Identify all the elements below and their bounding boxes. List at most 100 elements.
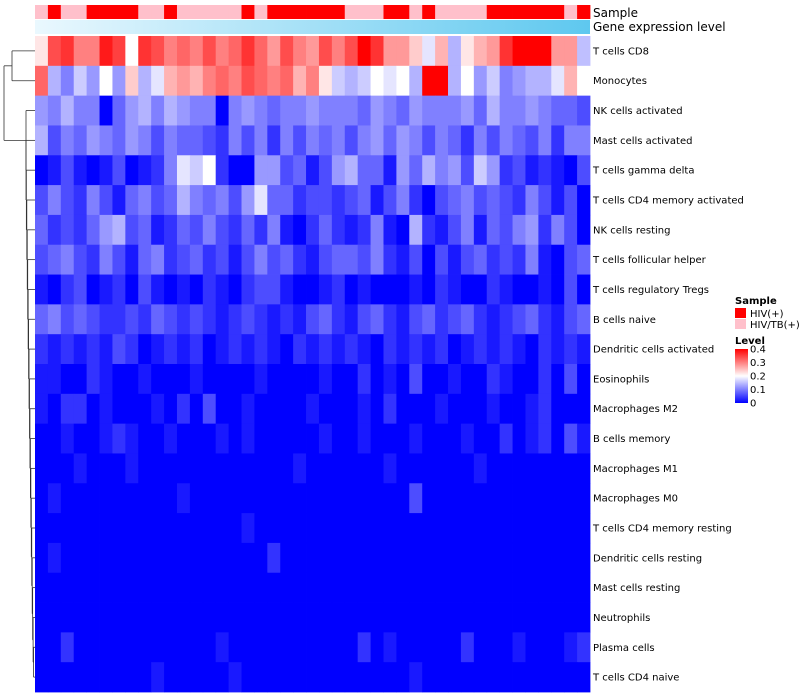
heatmap-cell: [318, 274, 333, 305]
heatmap-cell: [538, 304, 552, 335]
heatmap-cell: [448, 542, 462, 574]
heatmap-cell: [486, 95, 501, 126]
heatmap-cell: [499, 572, 513, 603]
heatmap-cell: [86, 662, 100, 693]
heatmap-cell: [564, 214, 578, 246]
heatmap-cell: [409, 393, 423, 425]
heatmap-cell: [215, 364, 230, 395]
row-label: Macrophages M0: [593, 494, 678, 505]
heatmap-cell: [499, 36, 513, 67]
heatmap-cell: [280, 244, 294, 275]
heatmap-cell: [254, 185, 268, 216]
heatmap-cell: [138, 662, 152, 693]
heatmap-cell: [138, 423, 152, 454]
heatmap-cell: [60, 95, 75, 126]
heatmap-cell: [512, 304, 526, 335]
heatmap-cell: [460, 483, 475, 514]
heatmap-cell: [228, 155, 242, 186]
heatmap-cell: [551, 65, 565, 97]
heatmap-cell: [112, 274, 126, 305]
heatmap-cell: [293, 334, 307, 365]
sample-annotation-cell: [448, 5, 462, 19]
heatmap-cell: [267, 632, 281, 663]
heatmap-cell: [47, 244, 62, 275]
heatmap-cell: [35, 214, 49, 246]
heatmap-cell: [293, 244, 307, 275]
heatmap-cell: [189, 542, 204, 574]
heatmap-cell: [370, 513, 384, 544]
heatmap-cell: [267, 155, 281, 186]
heatmap-cell: [60, 393, 75, 425]
heatmap-cell: [293, 304, 307, 335]
heatmap-cell: [512, 572, 526, 603]
heatmap-cell: [422, 125, 436, 156]
row-label: NK cells activated: [593, 106, 683, 117]
heatmap-cell: [396, 155, 410, 186]
heatmap-cell: [383, 513, 397, 544]
heatmap-cell: [577, 36, 591, 67]
heatmap-cell: [176, 65, 191, 97]
heatmap-cell: [460, 602, 475, 633]
heatmap-cell: [370, 483, 384, 514]
heatmap-cell: [473, 214, 488, 246]
heatmap-cell: [151, 602, 165, 633]
heatmap-cell: [164, 36, 178, 67]
heatmap-cell: [357, 513, 371, 544]
heatmap-cell: [396, 36, 410, 67]
heatmap-cell: [318, 334, 333, 365]
heatmap-cell: [473, 304, 488, 335]
heatmap-cell: [512, 364, 526, 395]
heatmap-cell: [422, 364, 436, 395]
heatmap-cell: [318, 632, 333, 663]
sample-annotation-cell: [202, 5, 217, 19]
heatmap-cell: [293, 572, 307, 603]
heatmap-cell: [280, 274, 294, 305]
heatmap-cell: [551, 185, 565, 216]
heatmap-cell: [396, 632, 410, 663]
heatmap-cell: [189, 364, 204, 395]
heatmap-cell: [357, 423, 371, 454]
heatmap-cell: [396, 214, 410, 246]
heatmap-cell: [357, 602, 371, 633]
heatmap-cell: [306, 602, 320, 633]
heatmap-cell: [396, 244, 410, 275]
heatmap-cell: [241, 542, 255, 574]
heatmap-cell: [448, 214, 462, 246]
heatmap-cell: [435, 36, 449, 67]
heatmap-cell: [125, 364, 139, 395]
heatmap-cell: [60, 453, 75, 484]
row-labels: T cells CD8 Monocytes NK cells activated Ma…: [592, 46, 744, 683]
heatmap-cell: [176, 274, 191, 305]
heatmap-cell: [138, 334, 152, 365]
heatmap-cell: [189, 632, 204, 663]
heatmap-cell: [99, 542, 113, 574]
row-label: Dendritic cells activated: [593, 345, 714, 356]
heatmap-cell: [486, 632, 501, 663]
heatmap-cell: [460, 214, 475, 246]
heatmap-cell: [370, 274, 384, 305]
heatmap-cell: [47, 304, 62, 335]
heatmap-cell: [448, 662, 462, 693]
heatmap-cell: [344, 185, 359, 216]
heatmap-cell: [151, 65, 165, 97]
heatmap-cell: [60, 155, 75, 186]
heatmap-cell: [254, 36, 268, 67]
row-label: Dendritic cells resting: [593, 553, 702, 564]
heatmap-cell: [164, 334, 178, 365]
heatmap-cell: [512, 155, 526, 186]
heatmap-cell: [293, 214, 307, 246]
heatmap-cell: [254, 125, 268, 156]
heatmap-cell: [344, 513, 359, 544]
heatmap-cell: [435, 155, 449, 186]
heatmap-cell: [396, 423, 410, 454]
heatmap-cell: [99, 185, 113, 216]
sample-legend: Sample HIV(+)HIV/TB(+): [735, 296, 800, 331]
heatmap-cell: [344, 662, 359, 693]
heatmap-cell: [60, 542, 75, 574]
heatmap-cell: [215, 423, 230, 454]
heatmap-cell: [138, 453, 152, 484]
heatmap-cell: [525, 95, 539, 126]
heatmap-cell: [409, 334, 423, 365]
heatmap-cell: [151, 364, 165, 395]
heatmap-cell: [202, 334, 217, 365]
